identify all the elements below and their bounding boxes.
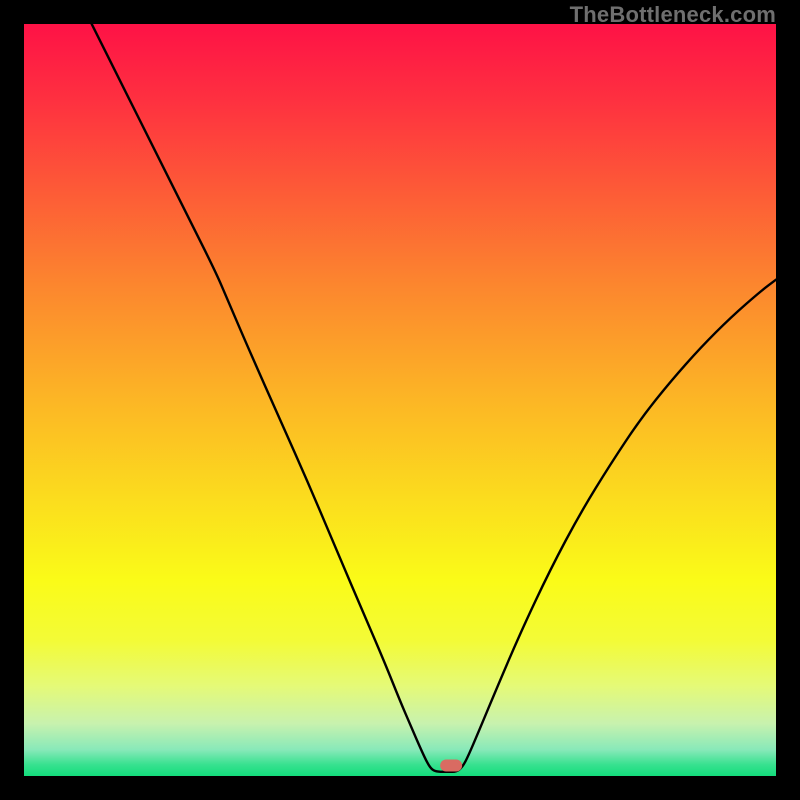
- plot-area: [24, 24, 776, 776]
- heat-gradient-background: [24, 24, 776, 776]
- selected-point-marker: [440, 759, 462, 771]
- bottleneck-curve-chart: [24, 24, 776, 776]
- watermark-text: TheBottleneck.com: [570, 2, 776, 28]
- chart-frame: TheBottleneck.com: [0, 0, 800, 800]
